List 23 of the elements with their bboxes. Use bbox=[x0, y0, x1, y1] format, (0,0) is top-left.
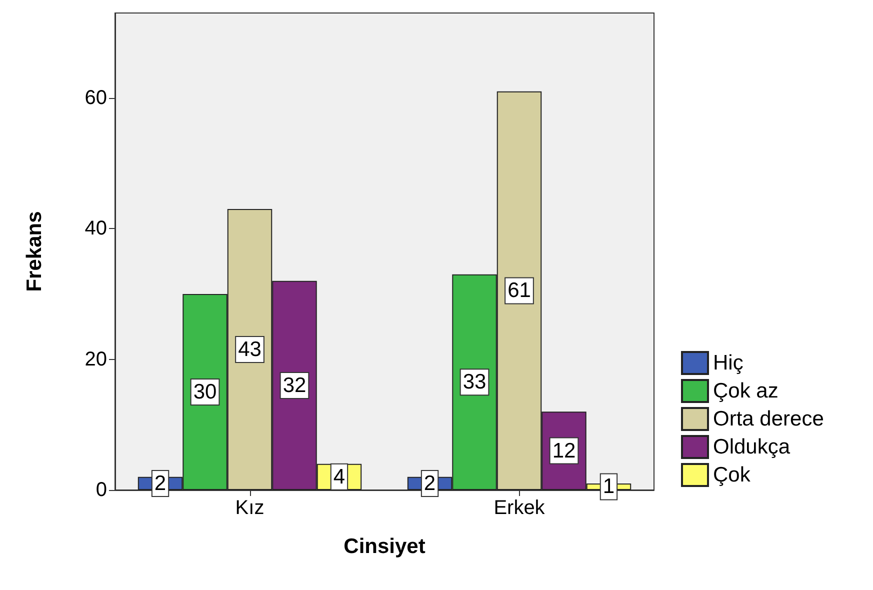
legend-label: Çok az bbox=[713, 380, 778, 402]
legend-label: Orta derece bbox=[713, 408, 824, 430]
x-axis-title: Cinsiyet bbox=[344, 535, 426, 558]
y-tick-label: 40 bbox=[84, 218, 107, 240]
data-label: 43 bbox=[238, 338, 262, 362]
data-label: 61 bbox=[508, 279, 531, 302]
legend-label: Hiç bbox=[713, 352, 744, 374]
data-label: 30 bbox=[193, 380, 217, 404]
data-label: 32 bbox=[282, 374, 306, 397]
x-tick-label: Erkek bbox=[494, 497, 546, 519]
y-tick-label: 60 bbox=[84, 86, 107, 109]
legend-label: Oldukça bbox=[713, 436, 790, 458]
data-label: 1 bbox=[602, 475, 615, 498]
data-label: 2 bbox=[154, 472, 166, 495]
y-axis-title: Frekans bbox=[23, 211, 46, 292]
data-label: 12 bbox=[552, 439, 576, 462]
data-label: 2 bbox=[424, 472, 436, 495]
x-tick-label: Kız bbox=[235, 497, 264, 519]
data-label: 4 bbox=[333, 465, 346, 488]
data-label: 33 bbox=[462, 370, 486, 394]
y-tick-label: 0 bbox=[96, 479, 107, 501]
y-tick-label: 20 bbox=[84, 348, 107, 370]
legend-label: Çok bbox=[713, 464, 751, 486]
